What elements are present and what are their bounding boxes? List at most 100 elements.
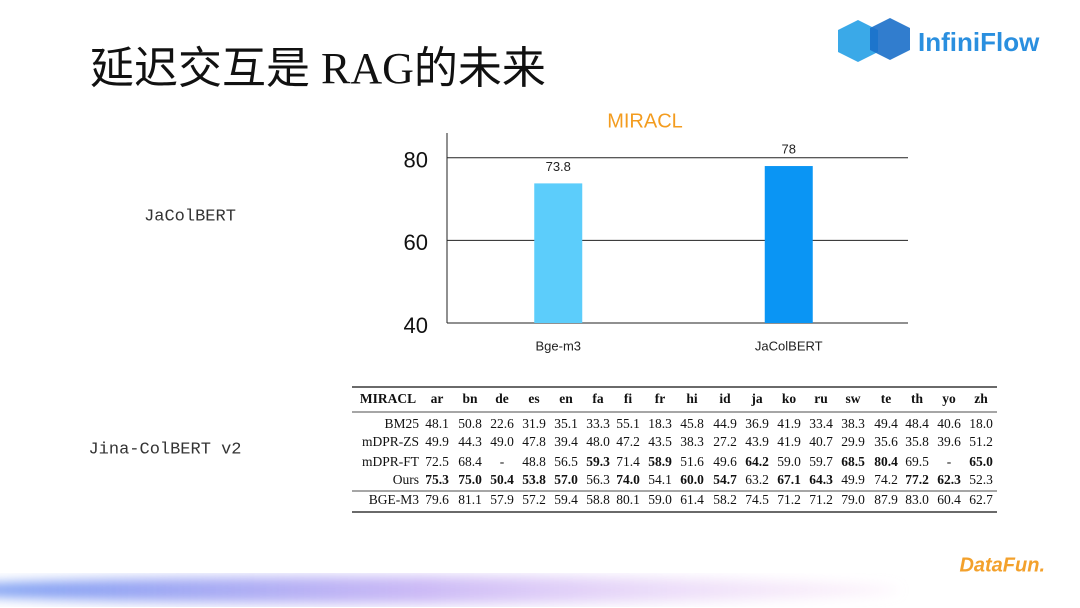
- table-header: de: [495, 391, 509, 406]
- table-cell: 47.8: [522, 434, 546, 449]
- table-cell: 38.3: [680, 434, 704, 449]
- table-cell: 18.0: [969, 416, 993, 431]
- table-cell: 44.3: [458, 434, 482, 449]
- table-cell: 44.9: [713, 416, 737, 431]
- table-cell: 40.7: [809, 434, 833, 449]
- table-cell: 48.1: [425, 416, 449, 431]
- table-cell: 43.5: [648, 434, 672, 449]
- bar: [534, 183, 583, 323]
- table-cell: 49.9: [425, 434, 449, 449]
- table-cell: 74.2: [874, 472, 898, 487]
- table-cell: 51.2: [969, 434, 993, 449]
- table-cell: 35.1: [554, 416, 578, 431]
- table-cell: 35.6: [874, 434, 898, 449]
- table-cell: 53.8: [522, 472, 546, 487]
- table-cell: 39.6: [937, 434, 961, 449]
- table-header: zh: [974, 391, 988, 406]
- y-tick-label: 40: [404, 313, 428, 338]
- table-header: hi: [686, 391, 698, 406]
- table-cell: 51.6: [680, 454, 704, 469]
- table-header: MIRACL: [360, 391, 416, 406]
- table-cell: 68.4: [458, 454, 482, 469]
- table-cell: 48.8: [522, 454, 546, 469]
- table-cell: mDPR-FT: [362, 454, 420, 469]
- logo: InfiniFlow: [838, 18, 1040, 62]
- table-cell: 54.7: [713, 472, 737, 487]
- table-cell: 50.8: [458, 416, 482, 431]
- table-cell: 58.9: [648, 454, 672, 469]
- table-cell: 59.0: [777, 454, 801, 469]
- table-cell: 56.5: [554, 454, 578, 469]
- table-cell: 80.1: [616, 492, 640, 507]
- table-header: th: [911, 391, 923, 406]
- table-cell: 47.2: [616, 434, 640, 449]
- table-header: en: [559, 391, 573, 406]
- table-cell: 39.4: [554, 434, 578, 449]
- chart-title: MIRACL: [607, 110, 683, 132]
- table-cell: BM25: [384, 416, 419, 431]
- table-header: sw: [845, 391, 860, 406]
- table-cell: 58.8: [586, 492, 610, 507]
- table-cell: 64.3: [809, 472, 833, 487]
- table-cell: mDPR-ZS: [362, 434, 419, 449]
- table-cell: 52.3: [969, 472, 993, 487]
- table-cell: 41.9: [777, 434, 801, 449]
- table-cell: 49.0: [490, 434, 514, 449]
- table-header: es: [528, 391, 539, 406]
- table-cell: 87.9: [874, 492, 898, 507]
- table-cell: 81.1: [458, 492, 482, 507]
- table-cell: 41.9: [777, 416, 801, 431]
- table-cell: 77.2: [905, 472, 929, 487]
- table-cell: 33.3: [586, 416, 610, 431]
- bar: [764, 166, 813, 323]
- table-cell: 74.5: [745, 492, 769, 507]
- x-tick-label: JaColBERT: [755, 338, 823, 353]
- table-cell: 64.2: [745, 454, 769, 469]
- table-cell: 67.1: [777, 472, 801, 487]
- table-header: fa: [592, 391, 603, 406]
- side-label: Jina-ColBERT v2: [88, 440, 241, 459]
- table-cell: 22.6: [490, 416, 514, 431]
- table-cell: 71.2: [809, 492, 833, 507]
- table-cell: 68.5: [841, 454, 865, 469]
- table-cell: 45.8: [680, 416, 704, 431]
- table-cell: 63.2: [745, 472, 769, 487]
- table-header: te: [881, 391, 892, 406]
- table-cell: 79.0: [841, 492, 865, 507]
- table-cell: 31.9: [522, 416, 546, 431]
- table-cell: 29.9: [841, 434, 865, 449]
- table-cell: 75.3: [425, 472, 449, 487]
- table-cell: 83.0: [905, 492, 929, 507]
- table-cell: 35.8: [905, 434, 929, 449]
- table-cell: 50.4: [490, 472, 514, 487]
- table-cell: 79.6: [425, 492, 449, 507]
- table-cell: 60.0: [680, 472, 704, 487]
- table-cell: 38.3: [841, 416, 865, 431]
- table-cell: 65.0: [969, 454, 993, 469]
- table-cell: 75.0: [458, 472, 482, 487]
- value-label: 78: [782, 141, 796, 156]
- table-cell: 61.4: [680, 492, 704, 507]
- table-cell: 49.9: [841, 472, 865, 487]
- table-cell: 56.3: [586, 472, 610, 487]
- table-cell: 57.9: [490, 492, 514, 507]
- table-cell: 71.4: [616, 454, 640, 469]
- table-cell: 57.2: [522, 492, 546, 507]
- table-cell: 43.9: [745, 434, 769, 449]
- table-cell: 18.3: [648, 416, 672, 431]
- table-cell: 33.4: [809, 416, 833, 431]
- table-cell: 58.2: [713, 492, 737, 507]
- table-cell: 62.3: [937, 472, 961, 487]
- table-header: bn: [462, 391, 478, 406]
- table-cell: 69.5: [905, 454, 929, 469]
- y-tick-label: 80: [404, 148, 428, 173]
- side-label: JaColBERT: [144, 207, 236, 226]
- table-cell: 27.2: [713, 434, 737, 449]
- table-cell: Ours: [393, 472, 419, 487]
- table-header: ko: [782, 391, 797, 406]
- table-cell: 80.4: [874, 454, 898, 469]
- table-cell: -: [500, 454, 505, 469]
- table-header: ru: [814, 391, 828, 406]
- decor-swoosh: [0, 576, 900, 604]
